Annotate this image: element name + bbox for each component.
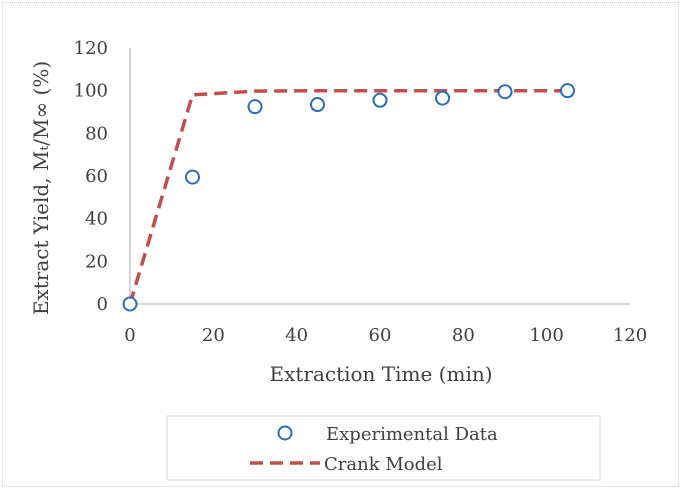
experimental-data-point	[497, 84, 513, 100]
y-tick-label: 40	[85, 209, 108, 230]
experimental-data-point	[435, 90, 450, 106]
x-tick-label: 80	[452, 325, 475, 346]
legend-box	[166, 415, 601, 481]
x-tick-label: 60	[369, 325, 392, 346]
plot-series	[122, 83, 575, 312]
y-tick-label: 120	[74, 38, 108, 59]
y-tick-label: 20	[85, 251, 108, 272]
axes	[129, 48, 630, 305]
legend: Experimental Data Crank Model	[166, 415, 601, 481]
legend-label-experimental: Experimental Data	[326, 424, 498, 445]
y-tick-label: 100	[74, 81, 108, 102]
y-tick-label: 80	[85, 123, 108, 144]
legend-marker-experimental	[277, 425, 293, 441]
experimental-data-point	[122, 296, 138, 312]
experimental-data-point	[247, 99, 263, 115]
y-tick-label: 0	[97, 294, 108, 315]
crank-model-line	[128, 88, 568, 305]
y-axis-title: Extract Yield, Mₜ/M∞ (%)	[29, 61, 53, 315]
x-tick-label: 40	[285, 325, 308, 346]
x-tick-label: 0	[124, 325, 135, 346]
tick-labels: 0 20 40 60 80 100 120 0 20 40 60 80 100 120	[74, 38, 648, 346]
x-tick-label: 120	[613, 325, 647, 346]
experimental-data-point	[560, 83, 575, 99]
x-tick-label: 100	[529, 325, 563, 346]
legend-label-crank: Crank Model	[324, 454, 443, 475]
y-tick-label: 60	[85, 166, 108, 187]
experimental-data-point	[372, 92, 388, 108]
x-tick-label: 20	[202, 325, 225, 346]
x-axis-title: Extraction Time (min)	[269, 362, 492, 386]
experimental-data-point	[185, 169, 200, 185]
experimental-data-point	[310, 97, 325, 113]
